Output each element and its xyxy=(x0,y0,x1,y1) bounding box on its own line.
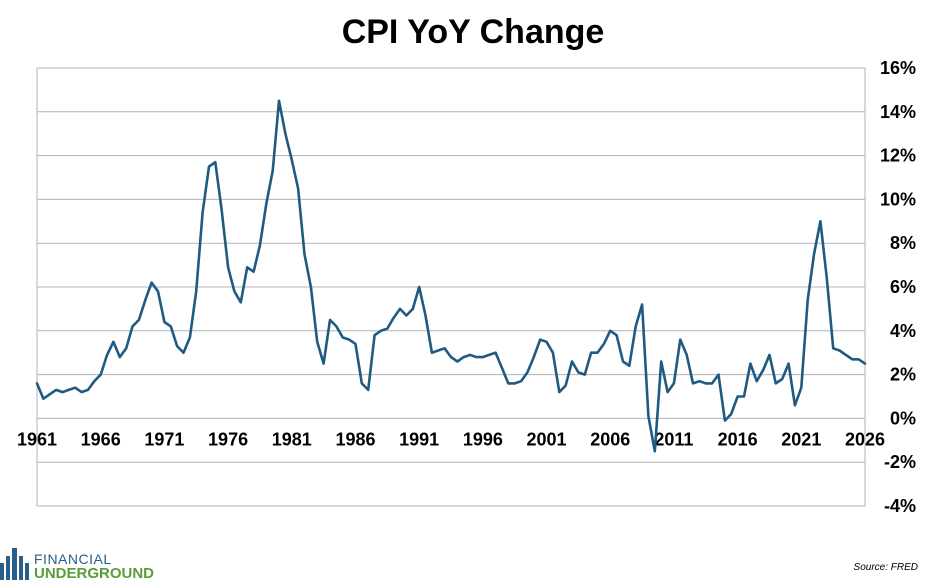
series-line-cpi-yoy xyxy=(35,99,867,453)
series-group xyxy=(35,99,867,453)
plot-frame xyxy=(36,67,866,507)
y-axis: 16% 14% 12% 10% 8% 6% 4% 2% 0% -2% -4% xyxy=(880,58,916,516)
x-axis: 1961 1966 1971 1976 1981 1986 1991 1996 2001 2006… xyxy=(17,429,885,449)
x-tick-label: 1971 xyxy=(144,429,184,449)
x-tick-label: 2026 xyxy=(845,429,885,449)
x-tick-label: 1991 xyxy=(399,429,439,449)
x-tick-label: 2006 xyxy=(590,429,630,449)
y-tick-label: 16% xyxy=(880,58,916,78)
x-tick-label: 2021 xyxy=(781,429,821,449)
y-tick-label: -4% xyxy=(884,496,916,516)
x-tick-label: 1966 xyxy=(81,429,121,449)
source-note: Source: FRED xyxy=(854,562,918,573)
y-tick-label: 2% xyxy=(890,365,916,385)
chart-title: CPI YoY Change xyxy=(342,13,605,51)
logo: FINANCIAL UNDERGROUND xyxy=(0,548,154,580)
y-tick-label: 4% xyxy=(890,321,916,341)
y-tick-label: 0% xyxy=(890,408,916,428)
logo-icon xyxy=(0,548,29,580)
grid-lines xyxy=(36,67,866,507)
x-tick-label: 2001 xyxy=(527,429,567,449)
x-tick-label: 1986 xyxy=(335,429,375,449)
y-tick-label: 12% xyxy=(880,146,916,166)
y-tick-label: 14% xyxy=(880,102,916,122)
y-tick-label: 10% xyxy=(880,189,916,209)
x-tick-label: 1961 xyxy=(17,429,57,449)
logo-top-text: FINANCIAL xyxy=(34,551,112,567)
y-tick-label: -2% xyxy=(884,452,916,472)
x-tick-label: 1976 xyxy=(208,429,248,449)
y-tick-label: 6% xyxy=(890,277,916,297)
logo-bottom-text: UNDERGROUND xyxy=(34,565,154,580)
x-tick-label: 1996 xyxy=(463,429,503,449)
x-tick-label: 2011 xyxy=(654,429,693,449)
x-tick-label: 2016 xyxy=(718,429,758,449)
x-tick-label: 1981 xyxy=(272,429,312,449)
y-tick-label: 8% xyxy=(890,233,916,253)
